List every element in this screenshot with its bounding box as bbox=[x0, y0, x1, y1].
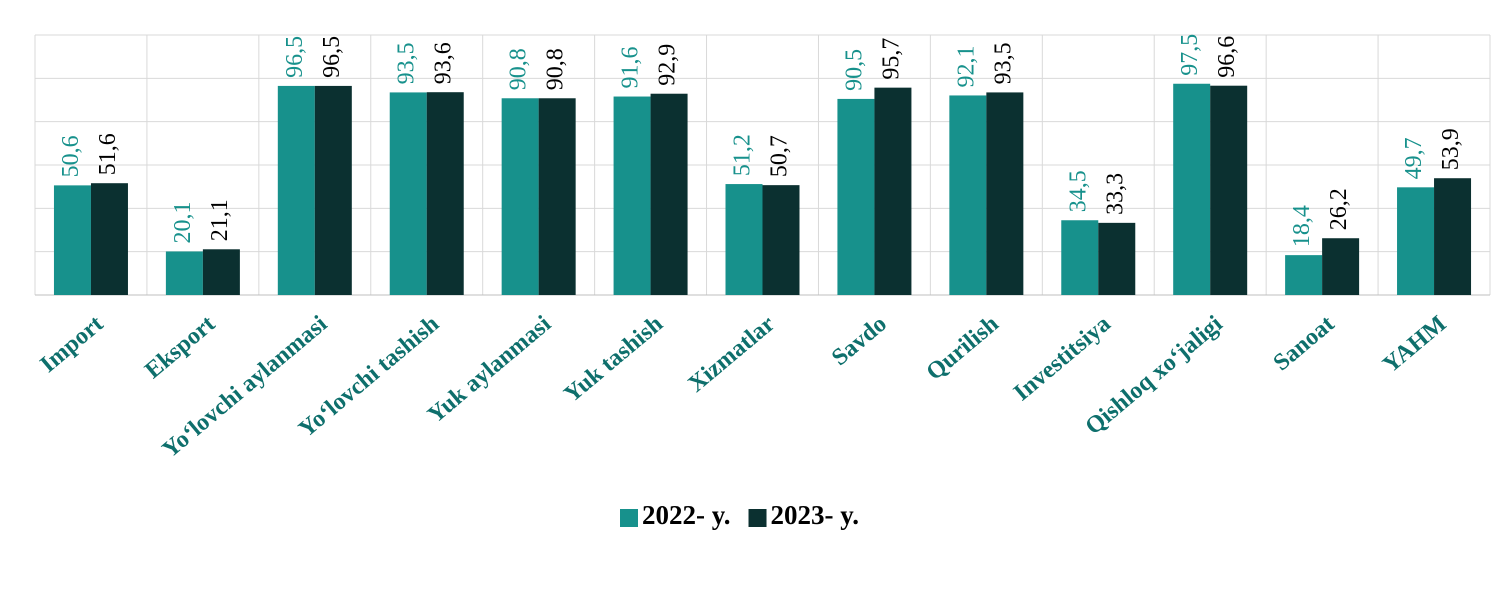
value-label: 18,4 bbox=[1289, 205, 1315, 247]
legend-swatch bbox=[620, 509, 638, 527]
value-label: 53,9 bbox=[1438, 128, 1464, 170]
value-label: 97,5 bbox=[1177, 34, 1203, 76]
bar bbox=[762, 185, 800, 295]
bar bbox=[1322, 238, 1360, 295]
value-label: 33,3 bbox=[1102, 173, 1128, 215]
value-label: 34,5 bbox=[1065, 170, 1091, 212]
x-tick-label: Import bbox=[35, 311, 108, 378]
value-label: 90,8 bbox=[506, 48, 532, 90]
bar bbox=[1173, 83, 1211, 295]
value-label: 91,6 bbox=[618, 47, 644, 89]
value-label: 20,1 bbox=[170, 201, 196, 243]
value-label: 93,5 bbox=[990, 42, 1016, 84]
bar bbox=[650, 93, 688, 295]
value-label: 90,5 bbox=[841, 49, 867, 91]
x-tick-label: YAHM bbox=[1378, 311, 1451, 378]
bar bbox=[90, 183, 128, 295]
x-tick-label: Qurilish bbox=[922, 311, 1004, 386]
bar bbox=[874, 87, 912, 296]
legend-label: 2022- y. bbox=[642, 500, 731, 530]
bar bbox=[1098, 222, 1136, 295]
bar bbox=[277, 85, 315, 296]
value-label: 26,2 bbox=[1326, 188, 1352, 230]
bar bbox=[986, 92, 1024, 296]
value-label: 93,5 bbox=[394, 42, 420, 84]
bar bbox=[501, 98, 539, 296]
bar bbox=[53, 185, 91, 295]
x-tick-label: Sanoat bbox=[1269, 311, 1340, 376]
bar bbox=[314, 85, 352, 296]
value-label: 50,7 bbox=[767, 135, 793, 177]
bar bbox=[949, 95, 987, 295]
value-label: 96,5 bbox=[282, 36, 308, 78]
value-label: 92,1 bbox=[953, 45, 979, 87]
value-label: 96,6 bbox=[1214, 36, 1240, 78]
x-tick-label: Investitsiya bbox=[1009, 311, 1116, 406]
value-label: 51,6 bbox=[95, 133, 121, 175]
value-label: 50,6 bbox=[58, 135, 84, 177]
value-label: 21,1 bbox=[207, 199, 233, 241]
x-tick-label: Yuk aylanmasi bbox=[423, 311, 556, 429]
bar bbox=[837, 98, 875, 296]
value-label: 51,2 bbox=[730, 134, 756, 176]
value-label: 93,6 bbox=[431, 42, 457, 84]
value-label: 90,8 bbox=[543, 48, 569, 90]
value-label: 96,5 bbox=[319, 36, 345, 78]
x-tick-label: Xizmatlar bbox=[684, 311, 781, 398]
bar bbox=[1210, 85, 1248, 295]
bar bbox=[613, 96, 651, 296]
value-label: 95,7 bbox=[878, 38, 904, 80]
bar bbox=[202, 249, 240, 295]
bar bbox=[1285, 255, 1323, 295]
bar bbox=[1397, 187, 1435, 295]
bar bbox=[1434, 178, 1472, 295]
bar bbox=[538, 98, 576, 296]
bar bbox=[165, 251, 203, 295]
x-tick-label: Savdo bbox=[827, 311, 892, 371]
bar bbox=[725, 184, 763, 295]
legend-label: 2023- y. bbox=[771, 500, 860, 530]
x-tick-label: Eksport bbox=[140, 311, 220, 384]
bar bbox=[1061, 220, 1099, 295]
bar bbox=[389, 92, 427, 296]
legend-swatch bbox=[748, 509, 767, 527]
x-tick-label: Yuk tashish bbox=[559, 311, 668, 408]
value-label: 49,7 bbox=[1401, 137, 1427, 179]
value-label: 92,9 bbox=[655, 44, 681, 86]
bar bbox=[426, 92, 464, 295]
